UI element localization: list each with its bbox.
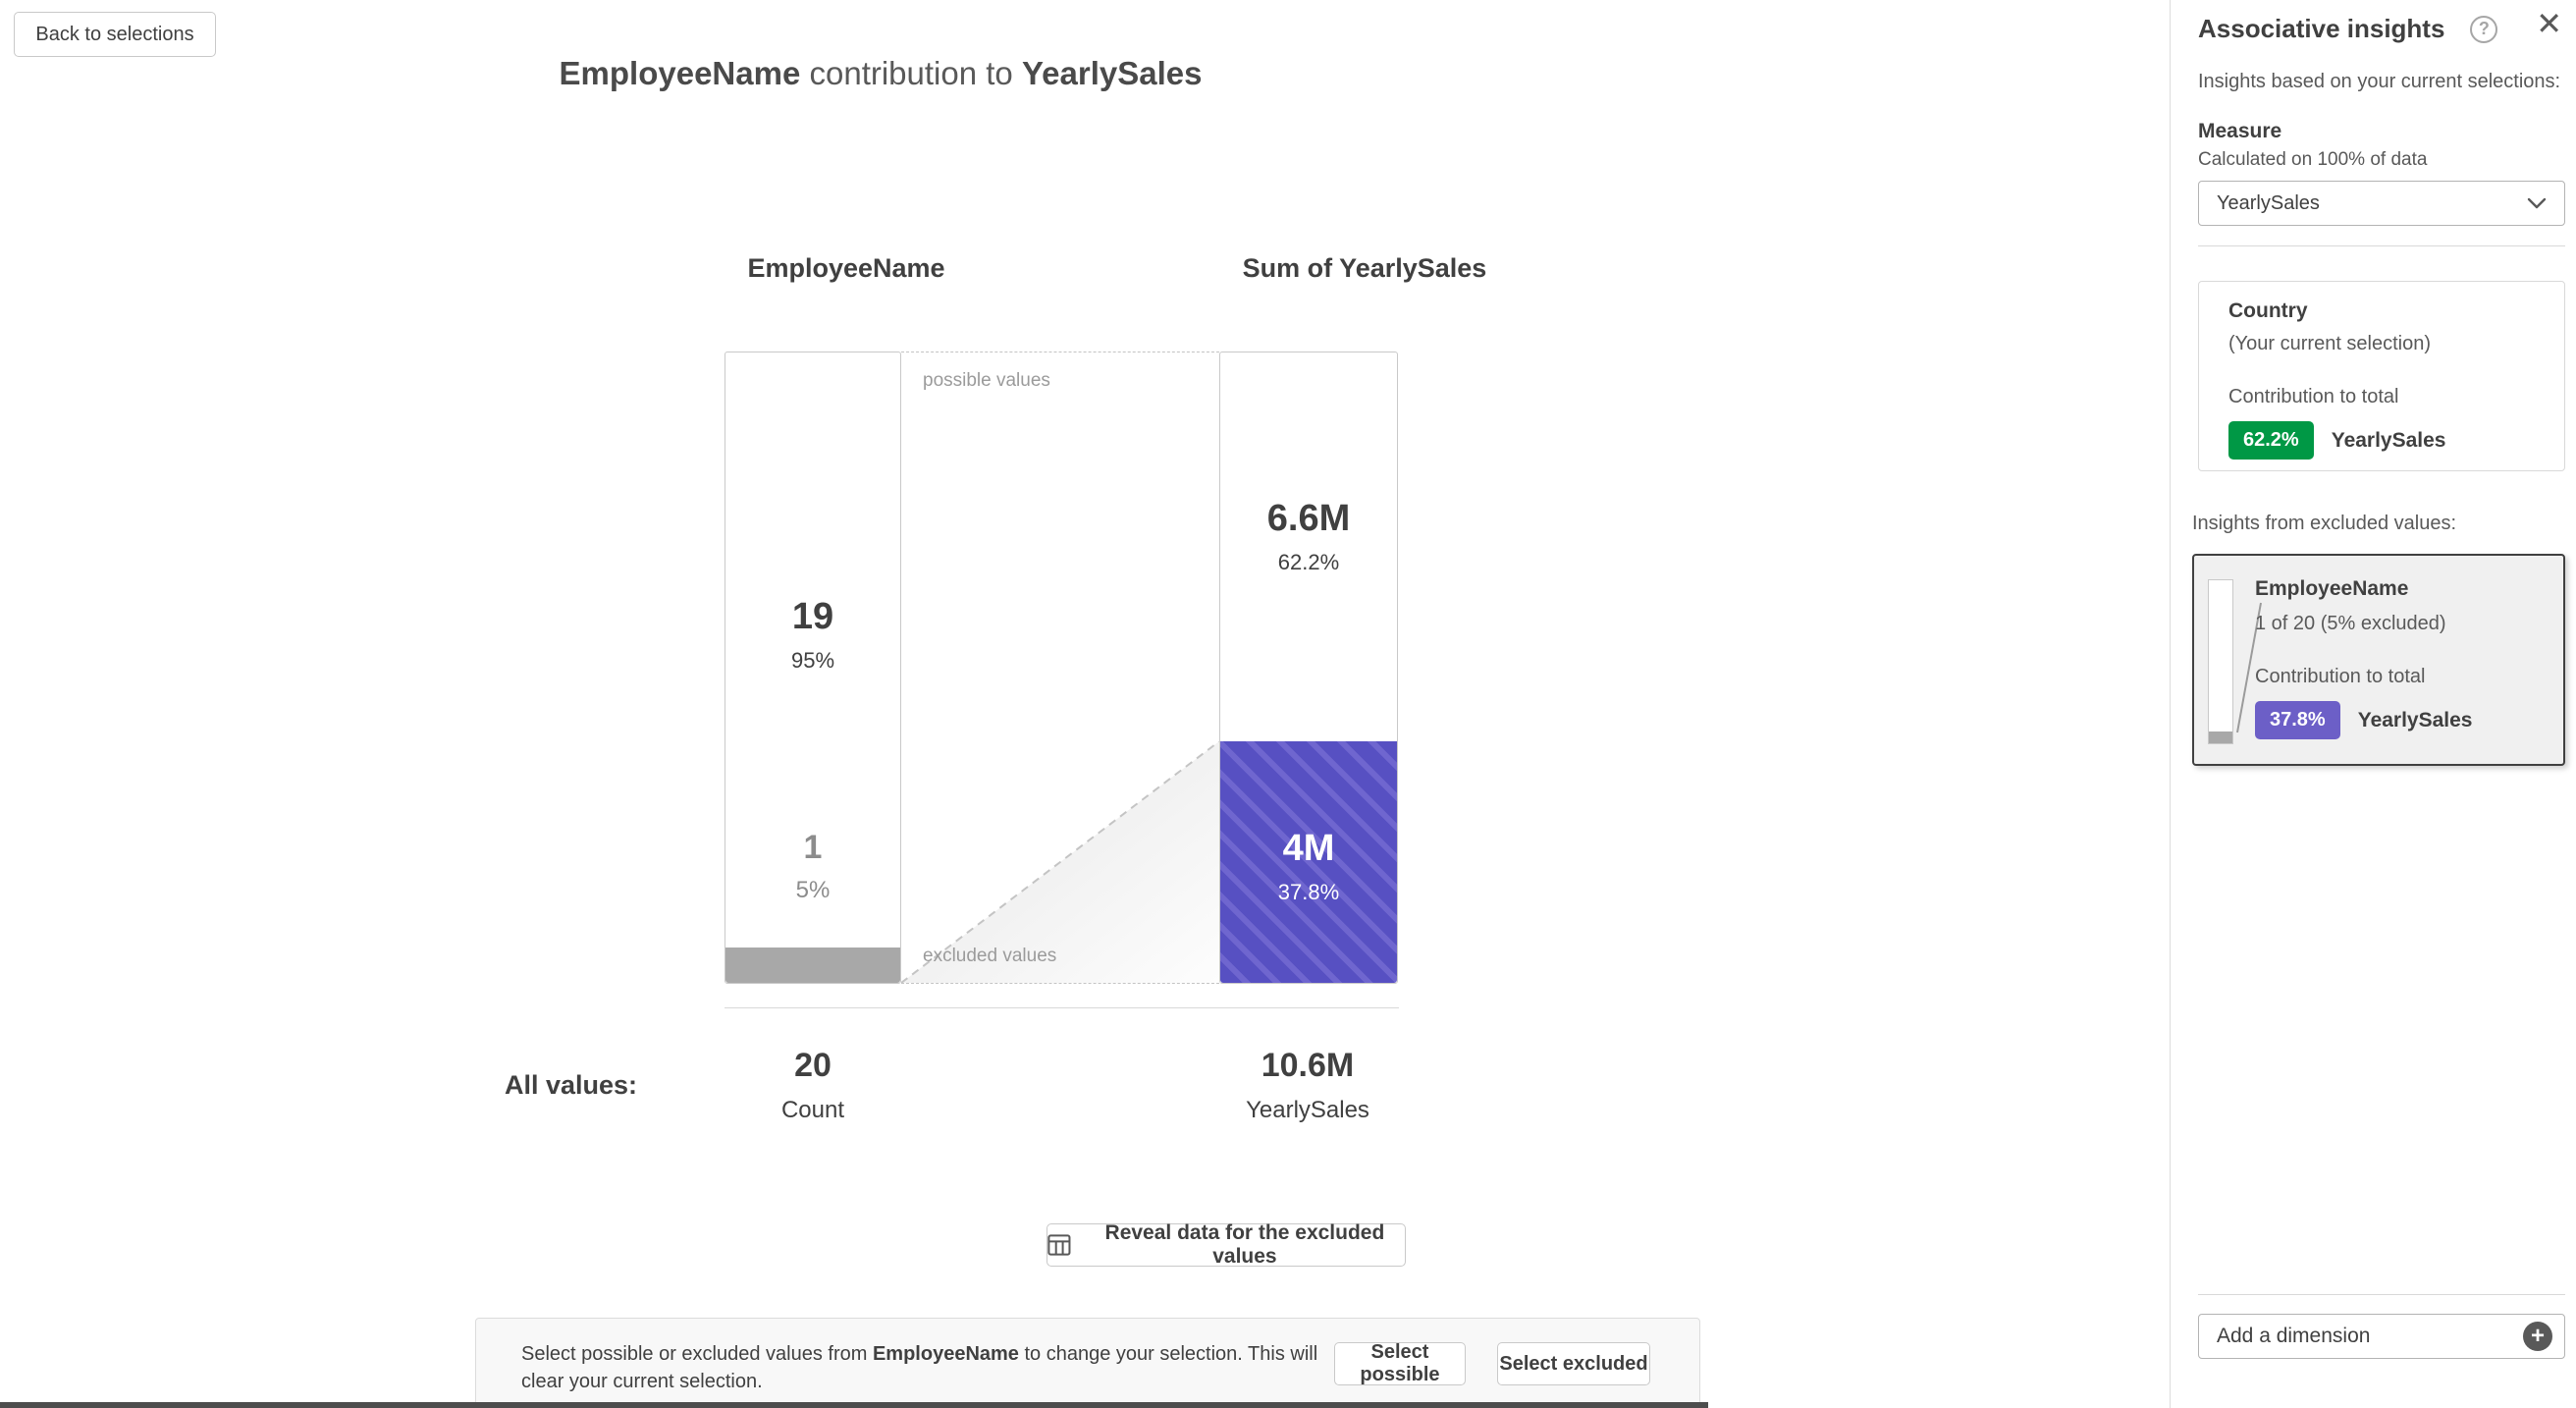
reveal-button-label: Reveal data for the excluded values — [1104, 1221, 1385, 1268]
measure-section-label: Measure — [2198, 120, 2282, 142]
associative-insights-panel: Associative insights ? ✕ Insights based … — [2170, 0, 2576, 1408]
excluded-sales-pct: 37.8% — [1277, 880, 1340, 904]
contribution-pct-badge: 62.2% — [2228, 421, 2314, 460]
card-excluded-note: 1 of 20 (5% excluded) — [2255, 613, 2446, 634]
all-values-label: All values: — [505, 1070, 638, 1100]
add-dimension-label: Add a dimension — [2217, 1325, 2371, 1347]
panel-title: Associative insights — [2198, 14, 2445, 43]
contribution-measure-name: YearlySales — [2331, 428, 2446, 452]
excluded-gray-bar[interactable] — [725, 948, 900, 983]
footer-text-dimension: EmployeeName — [872, 1343, 1019, 1365]
panel-header: Associative insights ? — [2198, 14, 2498, 44]
possible-count-group: 19 95% — [725, 596, 900, 674]
insight-card-employeename[interactable]: EmployeeName 1 of 20 (5% excluded) Contr… — [2192, 554, 2565, 766]
panel-divider-bottom — [2198, 1294, 2565, 1295]
possible-sales-group: 6.6M 62.2% — [1220, 498, 1397, 575]
all-values-sales: 10.6M YearlySales — [1246, 1047, 1369, 1124]
card-contribution-row: 37.8% YearlySales — [2255, 701, 2473, 739]
measure-column-box[interactable]: 6.6M 62.2% 4M 37.8% — [1219, 352, 1398, 984]
card-dimension-name: EmployeeName — [2255, 577, 2409, 600]
reveal-excluded-data-button[interactable]: Reveal data for the excluded values — [1046, 1221, 1406, 1268]
measure-dropdown-value: YearlySales — [2217, 191, 2320, 214]
excluded-values-triangle — [901, 741, 1219, 983]
title-dimension: EmployeeName — [559, 55, 801, 91]
select-excluded-button[interactable]: Select excluded — [1497, 1342, 1650, 1385]
column-header-measure: Sum of YearlySales — [1242, 253, 1487, 283]
possible-count-value: 19 — [791, 596, 834, 637]
mini-excluded-segment — [2209, 731, 2232, 743]
excluded-count-group: 1 5% — [725, 829, 900, 904]
card-dimension-name: Country — [2228, 299, 2308, 322]
close-icon[interactable]: ✕ — [2536, 6, 2562, 41]
contribution-pct-badge: 37.8% — [2255, 701, 2340, 739]
footer-text-after: to change your selection. This will clea… — [521, 1343, 1318, 1392]
back-to-selections-button[interactable]: Back to selections — [14, 12, 216, 57]
mini-contribution-chart — [2208, 579, 2286, 744]
possible-sales-value: 6.6M — [1266, 498, 1351, 539]
select-possible-button[interactable]: Select possible — [1334, 1341, 1466, 1385]
chevron-down-icon — [2527, 197, 2547, 209]
chart-divider-line — [724, 1007, 1399, 1008]
all-values-sales-label: YearlySales — [1246, 1097, 1369, 1123]
add-dimension-button[interactable]: Add a dimension + — [2198, 1314, 2565, 1359]
excluded-sales-bar[interactable]: 4M 37.8% — [1220, 741, 1397, 983]
dimension-column-box[interactable]: 19 95% 1 5% — [724, 352, 901, 984]
all-values-count-value: 20 — [794, 1047, 832, 1084]
window-bottom-edge — [0, 1402, 1708, 1408]
possible-count-pct: 95% — [790, 648, 835, 673]
title-middle: contribution to — [800, 55, 1022, 91]
card-selection-note: (Your current selection) — [2228, 333, 2432, 354]
plus-circle-icon: + — [2523, 1322, 2552, 1351]
insight-card-country[interactable]: Country (Your current selection) Contrib… — [2198, 281, 2565, 471]
excluded-values-label: excluded values — [923, 946, 1057, 966]
excluded-count-value: 1 — [803, 829, 823, 866]
column-header-dimension: EmployeeName — [747, 253, 945, 283]
page-title: EmployeeName contribution to YearlySales — [560, 55, 1203, 92]
measure-calculated-note: Calculated on 100% of data — [2198, 149, 2428, 170]
excluded-sales-value: 4M — [1282, 828, 1335, 869]
possible-sales-pct: 62.2% — [1277, 550, 1340, 574]
measure-dropdown[interactable]: YearlySales — [2198, 181, 2565, 226]
mini-bar — [2208, 579, 2233, 744]
possible-values-label: possible values — [923, 370, 1050, 391]
contribution-measure-name: YearlySales — [2357, 708, 2473, 731]
excluded-count-pct: 5% — [795, 877, 831, 903]
card-contribution-label: Contribution to total — [2255, 666, 2426, 687]
footer-text-before: Select possible or excluded values from — [521, 1343, 873, 1365]
footer-instruction-text: Select possible or excluded values from … — [521, 1340, 1346, 1395]
mini-diagonal-line — [2236, 602, 2262, 733]
table-icon — [1047, 1234, 1071, 1256]
help-icon[interactable]: ? — [2470, 15, 2498, 43]
card-contribution-row: 62.2% YearlySales — [2228, 421, 2446, 460]
title-measure: YearlySales — [1021, 55, 1203, 91]
excluded-insights-label: Insights from excluded values: — [2192, 513, 2457, 534]
all-values-count-label: Count — [780, 1097, 845, 1123]
panel-subtitle: Insights based on your current selection… — [2198, 71, 2561, 92]
all-values-count: 20 Count — [781, 1047, 844, 1124]
all-values-sales-value: 10.6M — [1261, 1047, 1355, 1084]
panel-divider-top — [2198, 245, 2565, 246]
selection-footer-panel: Select possible or excluded values from … — [475, 1318, 1700, 1408]
connector-region: possible values excluded values — [901, 352, 1219, 984]
card-contribution-label: Contribution to total — [2228, 386, 2399, 407]
